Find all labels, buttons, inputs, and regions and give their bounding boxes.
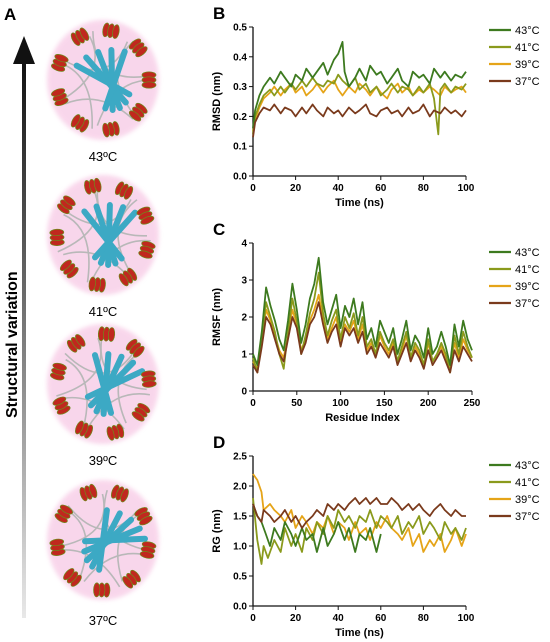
x-tick-label: 0 xyxy=(250,613,256,624)
y-axis-title: RG (nm) xyxy=(211,509,223,553)
y-axis-title: RMSD (nm) xyxy=(211,72,223,132)
legend-label: 41°C xyxy=(515,42,540,54)
protein-structure: 41ºC xyxy=(47,175,159,319)
y-tick-label: 2.5 xyxy=(233,452,247,463)
temperature-label: 41ºC xyxy=(89,304,118,319)
y-tick-label: 0.4 xyxy=(233,52,247,63)
x-tick-label: 60 xyxy=(375,183,387,194)
x-tick-label: 100 xyxy=(458,183,475,194)
y-axis-title: RMSF (nm) xyxy=(211,288,223,346)
panel-a-letter: A xyxy=(4,5,16,24)
legend-label: 37°C xyxy=(515,76,540,88)
x-tick-label: 100 xyxy=(458,613,475,624)
y-tick-label: 0.0 xyxy=(233,172,247,183)
x-axis-title: Time (ns) xyxy=(335,627,384,639)
series-line xyxy=(252,41,467,129)
x-tick-label: 20 xyxy=(290,183,302,194)
y-tick-label: 0.3 xyxy=(233,82,247,93)
y-tick-label: 1.0 xyxy=(233,542,247,553)
panel-c-rmsf-chart: C 0 1 2 3 4 0 50 100 150 200 250 Residue Index RMSF (… xyxy=(211,220,540,424)
x-tick-label: 50 xyxy=(291,398,303,409)
panel-letter: B xyxy=(213,4,225,23)
y-tick-label: 4 xyxy=(241,239,247,250)
legend-label: 43°C xyxy=(515,25,540,37)
legend-label: 39°C xyxy=(515,59,540,71)
x-tick-label: 200 xyxy=(420,398,437,409)
series-line xyxy=(252,271,473,374)
series-line xyxy=(252,103,467,138)
x-tick-label: 100 xyxy=(332,398,349,409)
series-line xyxy=(252,301,473,374)
y-tick-label: 0.1 xyxy=(233,142,247,153)
legend-label: 41°C xyxy=(515,477,540,489)
series-line xyxy=(252,73,467,136)
panel-b-rmsd-chart: B 0.0 0.1 0.2 0.3 0.4 0.5 0 20 40 60 80 100 Time (ns)… xyxy=(211,4,540,209)
y-tick-label: 0.2 xyxy=(233,112,247,123)
y-tick-label: 0.5 xyxy=(233,572,247,583)
protein-structure: 37ºC xyxy=(47,480,159,628)
series-line xyxy=(252,497,466,529)
legend-label: 37°C xyxy=(515,298,540,310)
x-axis-title: Residue Index xyxy=(325,412,400,424)
arrow-label: Structural variation xyxy=(4,271,21,418)
x-tick-label: 60 xyxy=(375,613,387,624)
y-tick-label: 0.5 xyxy=(233,23,247,34)
legend-label: 43°C xyxy=(515,460,540,472)
y-tick-label: 2 xyxy=(241,313,247,324)
y-tick-label: 0.0 xyxy=(233,602,247,613)
y-tick-label: 2.0 xyxy=(233,482,247,493)
x-tick-label: 80 xyxy=(418,183,430,194)
protein-structures: 43ºC 41ºC 39ºC 37ºC xyxy=(47,20,159,628)
legend-label: 39°C xyxy=(515,494,540,506)
x-tick-label: 0 xyxy=(250,398,256,409)
panel-d-rg-chart: D 0.0 0.5 1.0 1.5 2.0 2.5 0 20 40 60 80 100 Time (ns)… xyxy=(211,433,540,639)
series-line xyxy=(252,473,467,553)
protein-structure: 43ºC xyxy=(47,20,159,164)
x-tick-label: 250 xyxy=(464,398,481,409)
panel-letter: D xyxy=(213,433,225,452)
series-line xyxy=(252,503,382,553)
y-tick-label: 3 xyxy=(241,276,247,287)
x-tick-label: 40 xyxy=(333,183,345,194)
panel-letter: C xyxy=(213,220,225,239)
series-line xyxy=(252,256,473,367)
temperature-label: 39ºC xyxy=(89,453,118,468)
structural-variation-arrow xyxy=(13,36,35,618)
temperature-label: 37ºC xyxy=(89,613,118,628)
y-tick-label: 1 xyxy=(241,350,247,361)
x-tick-label: 150 xyxy=(376,398,393,409)
protein-structure: 39ºC xyxy=(47,324,159,468)
x-tick-label: 20 xyxy=(290,613,302,624)
x-tick-label: 0 xyxy=(250,183,256,194)
y-tick-label: 0 xyxy=(241,387,247,398)
panel-a: A Structural variation 43ºC 41ºC 39ºC 37ºC xyxy=(4,5,159,628)
temperature-label: 43ºC xyxy=(89,149,118,164)
legend-label: 39°C xyxy=(515,281,540,293)
series-line xyxy=(252,497,467,565)
x-tick-label: 40 xyxy=(333,613,345,624)
legend-label: 41°C xyxy=(515,264,540,276)
legend-label: 37°C xyxy=(515,511,540,523)
y-tick-label: 1.5 xyxy=(233,512,247,523)
legend-label: 43°C xyxy=(515,247,540,259)
x-tick-label: 80 xyxy=(418,613,430,624)
x-axis-title: Time (ns) xyxy=(335,197,384,209)
